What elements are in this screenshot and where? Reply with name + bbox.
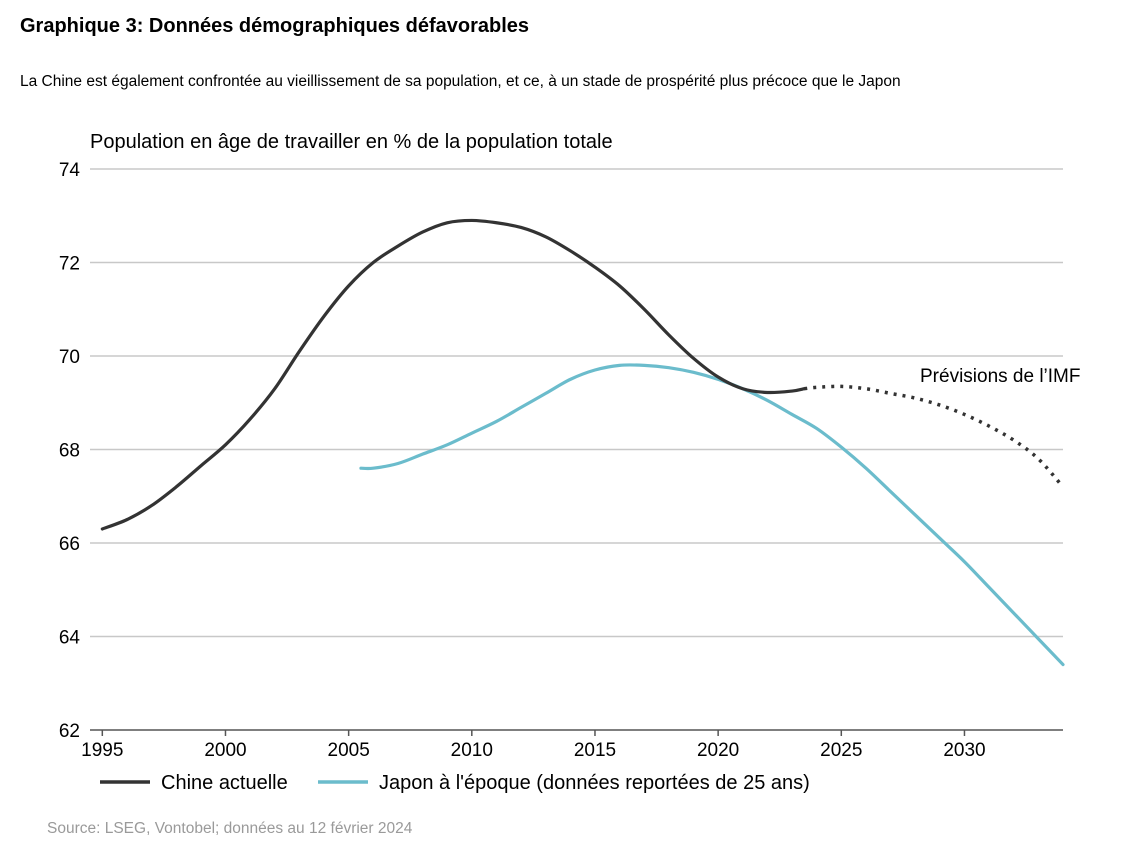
y-tick-label: 62 [59, 721, 80, 742]
gridlines [90, 168, 1063, 638]
y-tick-label: 68 [59, 441, 80, 462]
legend-label-japon: Japon à l'époque (données reportées de 2… [379, 772, 810, 794]
chart-subtitle: La Chine est également confrontée au vie… [20, 73, 901, 90]
x-tick-label: 2005 [328, 740, 370, 761]
source-note: Source: LSEG, Vontobel; données au 12 fé… [47, 820, 413, 837]
x-tick-label: 2015 [574, 740, 616, 761]
series-lines [100, 218, 1065, 667]
y-tick-label: 72 [59, 254, 80, 275]
legend-label-chine: Chine actuelle [161, 772, 288, 794]
y-tick-label: 70 [59, 347, 80, 368]
chart-title: Graphique 3: Données démographiques défa… [20, 15, 530, 37]
x-tick-label: 2000 [204, 740, 246, 761]
x-tick-label: 2025 [820, 740, 862, 761]
series-line-chine [100, 218, 806, 531]
series-line-forecast [804, 384, 1065, 489]
series-line-japon [359, 363, 1065, 667]
x-tick-label: 1995 [81, 740, 123, 761]
y-axis-ticks: 62 64 66 68 70 72 74 [59, 160, 81, 742]
forecast-annotation: Prévisions de l’IMF [920, 366, 1081, 387]
legend: Chine actuelle Japon à l'époque (données… [100, 772, 810, 794]
y-tick-label: 66 [59, 534, 80, 555]
x-axis: 1995 2000 2005 2010 2015 2020 2025 2030 [81, 729, 1063, 761]
x-tick-label: 2020 [697, 740, 739, 761]
y-axis-label: Population en âge de travailler en % de … [90, 131, 613, 153]
y-tick-label: 64 [59, 628, 81, 649]
y-tick-label: 74 [59, 160, 81, 181]
x-tick-label: 2010 [451, 740, 493, 761]
x-tick-label: 2030 [943, 740, 985, 761]
